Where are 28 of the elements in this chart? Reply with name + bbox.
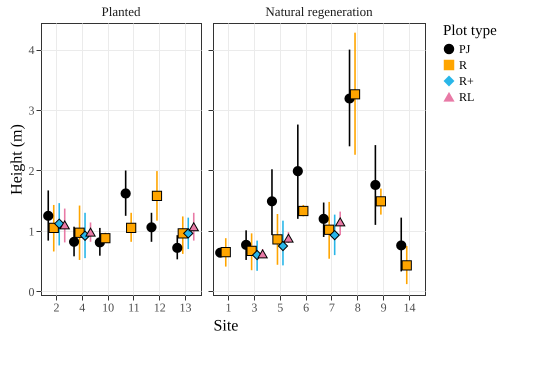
y-tick-label: 1 (28, 224, 34, 238)
legend-label: R+ (459, 74, 474, 88)
x-tick-label: 8 (354, 300, 361, 314)
x-tick-label: 3 (251, 300, 258, 314)
x-tick-label: 12 (154, 300, 166, 314)
legend-label: R (459, 58, 468, 72)
x-tick-label: 9 (380, 300, 387, 314)
x-tick-label: 5 (277, 300, 284, 314)
x-tick-label: 2 (53, 300, 60, 314)
x-tick-label: 13 (180, 300, 192, 314)
x-tick-label: 11 (128, 300, 140, 314)
chart-title: Planted (102, 4, 141, 19)
x-tick-label: 14 (403, 300, 416, 314)
legend-label: PJ (459, 42, 471, 56)
x-tick-label: 10 (102, 300, 114, 314)
legend-title: Plot type (443, 23, 498, 39)
legend-label: RL (459, 90, 474, 104)
y-axis-title: Height (m) (8, 124, 26, 195)
chart-title: Natural regeneration (265, 4, 374, 19)
x-tick-label: 6 (303, 300, 310, 314)
y-tick-label: 3 (28, 104, 34, 118)
y-tick-label: 4 (28, 43, 34, 58)
x-tick-label: 4 (79, 300, 86, 314)
y-tick-label: 0 (28, 284, 34, 299)
x-axis-title: Site (214, 318, 238, 334)
x-tick-label: 1 (226, 300, 232, 314)
y-tick-label: 2 (28, 164, 34, 178)
x-tick-label: 7 (328, 300, 335, 314)
